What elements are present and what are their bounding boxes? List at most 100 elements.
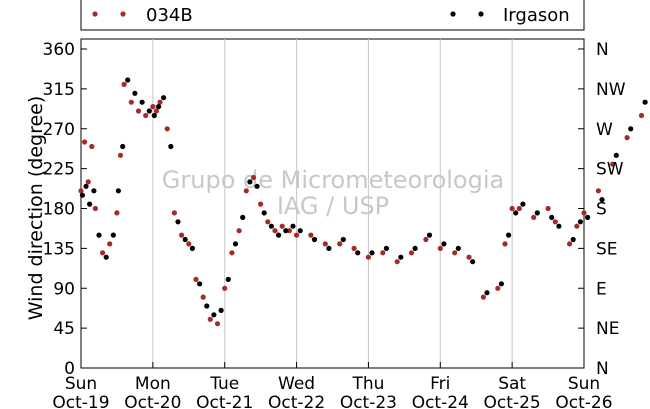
point-irgason-4 bbox=[96, 232, 102, 238]
y-tick-label-360: 360 bbox=[43, 40, 75, 60]
point-034b-48 bbox=[495, 285, 501, 291]
point-034b-55 bbox=[567, 241, 573, 247]
point-034b-57 bbox=[581, 210, 587, 216]
point-irgason-50 bbox=[513, 210, 519, 216]
point-irgason-57 bbox=[585, 214, 591, 220]
y-axis-left: 0 45 90 135 180 225 270 315 360 bbox=[43, 40, 87, 379]
y-axis-label: Wind direction (degree) bbox=[25, 96, 47, 321]
x-tick-date-5: Oct-24 bbox=[412, 393, 469, 409]
point-034b-53 bbox=[545, 205, 551, 212]
point-034b-2 bbox=[85, 179, 91, 185]
point-irgason-30 bbox=[268, 223, 274, 229]
y2-tick-label-1: NE bbox=[596, 319, 619, 339]
point-irgason-34 bbox=[297, 228, 303, 234]
point-034b-11 bbox=[135, 108, 142, 114]
y-tick-label-0: 0 bbox=[64, 359, 75, 379]
point-irgason-37 bbox=[340, 236, 346, 243]
point-irgason-39 bbox=[369, 250, 375, 256]
point-irgason-18 bbox=[182, 236, 188, 243]
y-tick-label-225: 225 bbox=[43, 160, 75, 180]
data-points bbox=[78, 77, 648, 327]
point-irgason-2 bbox=[87, 201, 93, 207]
point-irgason-13 bbox=[151, 112, 157, 119]
point-irgason-58 bbox=[599, 197, 605, 203]
legend-label-034b: 034B bbox=[146, 5, 193, 26]
point-irgason-8 bbox=[120, 143, 126, 150]
point-irgason-56 bbox=[577, 219, 584, 225]
point-034b-54 bbox=[552, 219, 558, 225]
point-034b-21 bbox=[200, 294, 206, 300]
point-irgason-10 bbox=[132, 90, 138, 96]
point-irgason-36 bbox=[326, 245, 332, 251]
point-034b-8 bbox=[117, 152, 124, 158]
point-irgason-22 bbox=[211, 312, 217, 318]
point-034b-59 bbox=[610, 161, 616, 167]
point-irgason-0 bbox=[79, 192, 85, 198]
y2-tick-label-8: N bbox=[596, 40, 609, 60]
y2-tick-label-3: SE bbox=[596, 239, 618, 259]
point-034b-40 bbox=[380, 250, 386, 256]
point-034b-16 bbox=[164, 126, 170, 132]
point-034b-39 bbox=[365, 254, 371, 260]
point-irgason-16 bbox=[168, 143, 174, 150]
point-irgason-42 bbox=[412, 245, 418, 251]
x-tick-date-7: Oct-26 bbox=[555, 393, 612, 409]
x-tick-day-3: Wed bbox=[278, 374, 315, 394]
point-irgason-55 bbox=[570, 236, 576, 243]
point-034b-45 bbox=[452, 250, 458, 256]
y2-tick-label-7: NW bbox=[596, 80, 626, 100]
point-irgason-46 bbox=[470, 259, 476, 265]
point-irgason-33 bbox=[290, 223, 296, 229]
y-tick-label-180: 180 bbox=[43, 200, 75, 220]
point-irgason-29 bbox=[261, 210, 267, 216]
legend-marker-034b-1 bbox=[92, 11, 98, 17]
point-034b-30 bbox=[265, 219, 271, 225]
point-034b-43 bbox=[423, 236, 429, 243]
point-034b-56 bbox=[574, 223, 580, 229]
point-034b-26 bbox=[236, 228, 242, 234]
x-tick-day-2: Tue bbox=[209, 374, 239, 394]
y2-tick-label-4: S bbox=[596, 200, 607, 220]
point-034b-20 bbox=[193, 276, 199, 282]
point-irgason-60 bbox=[628, 126, 634, 132]
y-tick-label-270: 270 bbox=[43, 120, 75, 140]
point-irgason-20 bbox=[197, 281, 203, 287]
point-034b-44 bbox=[437, 245, 443, 251]
point-034b-52 bbox=[531, 214, 537, 220]
point-irgason-32 bbox=[283, 228, 289, 234]
point-irgason-52 bbox=[534, 210, 540, 216]
point-irgason-27 bbox=[247, 179, 253, 185]
x-tick-date-6: Oct-25 bbox=[484, 393, 541, 409]
point-irgason-31 bbox=[276, 232, 282, 238]
point-034b-10 bbox=[128, 99, 134, 105]
watermark-line-2: IAG / USP bbox=[277, 192, 389, 220]
point-034b-3 bbox=[89, 143, 95, 150]
point-irgason-41 bbox=[398, 254, 404, 260]
point-034b-14 bbox=[153, 108, 159, 114]
point-irgason-15 bbox=[161, 95, 167, 101]
point-034b-13 bbox=[150, 104, 156, 110]
point-irgason-9 bbox=[125, 77, 131, 83]
point-034b-27 bbox=[243, 188, 249, 194]
x-tick-day-5: Fri bbox=[430, 374, 450, 394]
point-034b-61 bbox=[638, 112, 645, 119]
point-irgason-19 bbox=[189, 245, 195, 251]
point-034b-38 bbox=[351, 245, 357, 251]
x-tick-day-0: Sun bbox=[65, 374, 97, 394]
point-irgason-54 bbox=[556, 223, 562, 229]
point-irgason-35 bbox=[311, 236, 318, 243]
point-034b-34 bbox=[294, 232, 300, 238]
point-irgason-61 bbox=[642, 99, 648, 105]
legend: 034B Irgason bbox=[80, 0, 585, 31]
point-irgason-38 bbox=[355, 250, 361, 256]
y2-tick-label-5: SW bbox=[596, 160, 624, 180]
point-034b-37 bbox=[337, 241, 343, 247]
legend-marker-irgason-2 bbox=[478, 11, 484, 17]
y2-tick-label-6: W bbox=[596, 120, 613, 140]
point-034b-60 bbox=[624, 135, 630, 141]
y-tick-label-90: 90 bbox=[53, 279, 75, 299]
x-tick-date-3: Oct-22 bbox=[268, 393, 325, 409]
plot-area bbox=[80, 38, 585, 369]
point-irgason-45 bbox=[455, 245, 461, 251]
